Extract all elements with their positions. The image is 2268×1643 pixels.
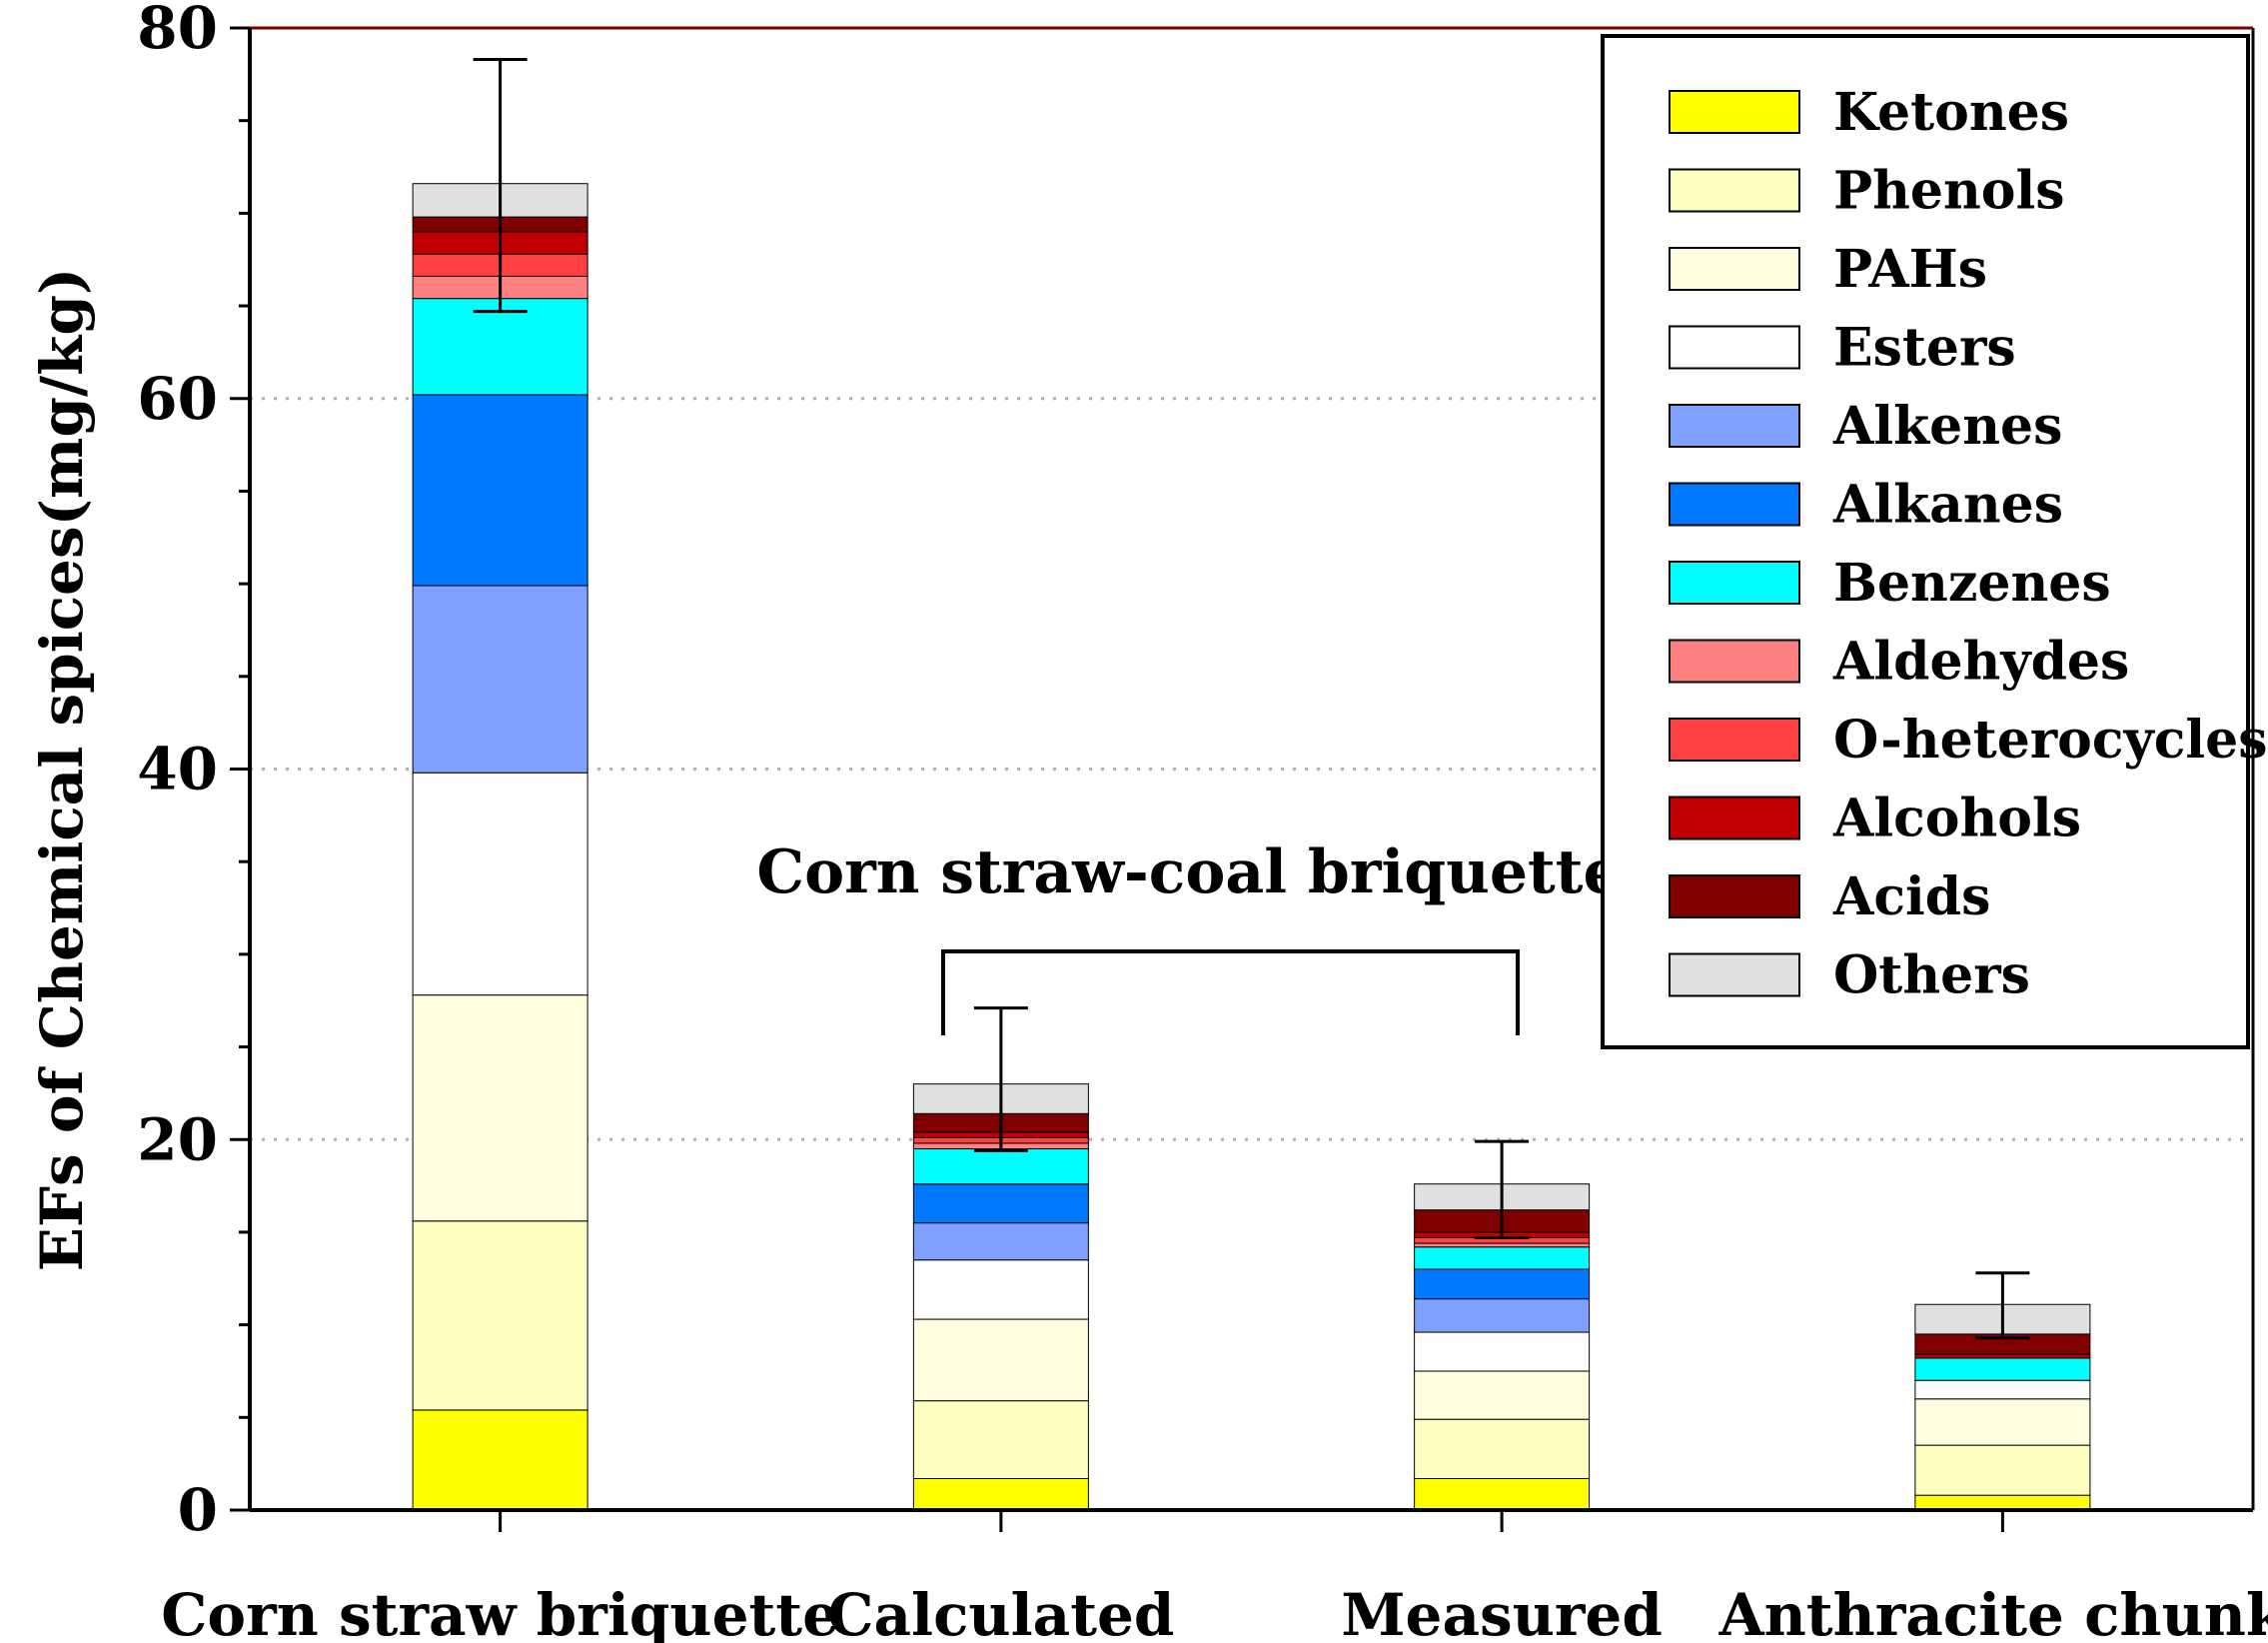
- bar-segment-alkenes-corn-straw-briquette: [412, 585, 588, 774]
- bar-segment-alkanes-measured: [1414, 1268, 1591, 1300]
- bar-segment-esters-calculated: [912, 1259, 1089, 1320]
- legend-swatch-esters: [1669, 325, 1800, 370]
- bar-segment-benzenes-measured: [1414, 1246, 1591, 1270]
- bar-segment-phenols-anthracite-chunk: [1914, 1444, 2091, 1496]
- bar-segment-esters-corn-straw-briquette: [412, 772, 588, 996]
- bar-segment-benzenes-anthracite-chunk: [1914, 1357, 2091, 1381]
- bar-segment-alkenes-calculated: [912, 1222, 1089, 1261]
- bar-segment-ketones-measured: [1414, 1477, 1591, 1511]
- legend-swatch-acids: [1669, 874, 1800, 918]
- x-tick-label: Calculated: [827, 1581, 1174, 1643]
- bar-segment-pahs-anthracite-chunk: [1914, 1398, 2091, 1446]
- legend-label-pahs: PAHs: [1833, 239, 1987, 300]
- annotation-bracket: [941, 949, 1520, 1035]
- legend-swatch-aldehydes: [1669, 639, 1800, 684]
- bar-segment-benzenes-calculated: [912, 1148, 1089, 1185]
- bar-segment-phenols-measured: [1414, 1418, 1591, 1479]
- legend-swatch-ketones: [1669, 90, 1800, 134]
- legend-swatch-others: [1669, 952, 1800, 997]
- bar-segment-pahs-measured: [1414, 1370, 1591, 1420]
- legend-label-ketones: Ketones: [1833, 82, 2069, 143]
- x-tick-label: Corn straw briquette: [161, 1581, 839, 1643]
- bar-segment-pahs-calculated: [912, 1318, 1089, 1402]
- legend-label-esters: Esters: [1833, 318, 2016, 379]
- legend-swatch-pahs: [1669, 247, 1800, 291]
- bar-segment-aldehydes-measured: [1414, 1242, 1591, 1248]
- bar-segment-phenols-calculated: [912, 1400, 1089, 1479]
- bar-segment-pahs-corn-straw-briquette: [412, 994, 588, 1222]
- x-tick-label: Measured: [1341, 1581, 1663, 1643]
- legend-label-others: Others: [1833, 945, 2030, 1006]
- legend: Ketones Phenols PAHs Esters Alkenes Alkanes Be…: [1669, 82, 2268, 1006]
- legend-label-benzenes: Benzenes: [1833, 553, 2111, 614]
- legend-swatch-alcohols: [1669, 796, 1800, 840]
- y-tick-label: 80: [137, 0, 218, 62]
- y-tick-label: 40: [137, 736, 218, 804]
- bar-segment-ketones-anthracite-chunk: [1914, 1494, 2091, 1511]
- legend-label-o-heterocycles: O-heterocycles: [1833, 710, 2268, 771]
- legend-swatch-alkanes: [1669, 482, 1800, 527]
- legend-label-phenols: Phenols: [1833, 161, 2065, 222]
- y-tick-label: 20: [137, 1105, 218, 1173]
- legend-label-alkanes: Alkanes: [1832, 475, 2063, 536]
- x-tick-label: Anthracite chunk: [1718, 1581, 2268, 1643]
- bar-segment-alcohols-anthracite-chunk: [1914, 1353, 2091, 1359]
- legend-swatch-o-heterocycles: [1669, 718, 1800, 762]
- y-axis-label: EFs of Chemical spices(mg/kg): [28, 268, 96, 1272]
- legend-label-acids: Acids: [1832, 866, 1990, 927]
- annotation-label: Corn straw-coal briquette: [756, 837, 1621, 907]
- legend-swatch-benzenes: [1669, 561, 1800, 605]
- bar-segment-ketones-calculated: [912, 1477, 1089, 1511]
- y-tick-label: 60: [137, 365, 218, 433]
- legend-swatch-phenols: [1669, 168, 1800, 213]
- bar-segment-phenols-corn-straw-briquette: [412, 1220, 588, 1411]
- y-tick-label: 0: [178, 1476, 218, 1544]
- bar-segment-ketones-corn-straw-briquette: [412, 1409, 588, 1511]
- bar-segment-alkenes-measured: [1414, 1298, 1591, 1333]
- legend-label-alcohols: Alcohols: [1832, 789, 2081, 849]
- bar-segment-esters-measured: [1414, 1331, 1591, 1372]
- y-ticks: 0 20 40 60 80: [137, 0, 250, 1544]
- legend-swatch-alkenes: [1669, 404, 1800, 448]
- legend-label-alkenes: Alkenes: [1832, 396, 2062, 457]
- error-bars: [473, 58, 2030, 1340]
- bar-segment-alkanes-corn-straw-briquette: [412, 394, 588, 587]
- bar-segment-esters-anthracite-chunk: [1914, 1379, 2091, 1400]
- legend-label-aldehydes: Aldehydes: [1832, 632, 2129, 693]
- bar-segment-alkanes-calculated: [912, 1183, 1089, 1224]
- bars: [412, 183, 2091, 1511]
- bar-segment-benzenes-corn-straw-briquette: [412, 298, 588, 396]
